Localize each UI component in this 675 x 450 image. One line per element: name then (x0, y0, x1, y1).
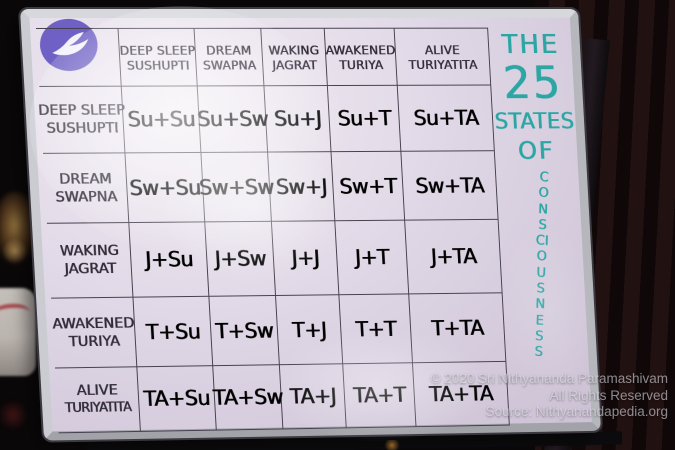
row-header-turiyatita: ALIVE TURIYATITA (55, 367, 141, 434)
whiteboard-frame: DEEP SLEEP SUSHUPTI DREAM SWAPNA WAKING … (17, 6, 603, 444)
row-label: ALIVE (76, 382, 118, 400)
header-label: TURIYATITA (408, 56, 478, 72)
column-header-turiya: AWAKENED TURIYA (324, 28, 398, 87)
row-label: DREAM (58, 170, 112, 188)
table-cell: Su+J (264, 86, 332, 153)
title-line: 25 (501, 56, 563, 109)
header-label: AWAKENED (324, 41, 396, 57)
table-cell: TA+J (279, 364, 347, 430)
whiteboard: DEEP SLEEP SUSHUPTI DREAM SWAPNA WAKING … (17, 6, 603, 444)
table-cell: Sw+Sw (198, 152, 274, 223)
column-header-sushupti: DEEP SLEEP SUSHUPTI (118, 28, 198, 87)
table-cell: Su+T (327, 85, 402, 153)
floor-light-glint (383, 440, 401, 450)
board-title: THE 25 STATES OF CONSCIOUSNESS (484, 30, 592, 362)
vertical-consciousness-text: CONSCIOUSNESS (533, 169, 549, 361)
header-label: DREAM (205, 42, 252, 58)
table-cell: TA+Sw (212, 365, 284, 431)
column-header-swapna: DREAM SWAPNA (194, 28, 265, 87)
watermark-line: Source: Nithyanandapedia.org (485, 404, 668, 419)
header-label: JAGRAT (271, 56, 318, 72)
table-cell: Su+TA (397, 85, 495, 152)
table-cell: Sw+Su (125, 152, 206, 224)
table-cell: T+Su (133, 296, 214, 368)
header-label: SWAPNA (202, 57, 257, 73)
background-cup (0, 288, 36, 376)
header-label: TURIYA (338, 56, 384, 72)
table-cell: T+T (339, 294, 413, 365)
row-label: TURIYA (68, 333, 121, 350)
header-label: SUSHUPTI (126, 57, 190, 73)
row-header-jagrat: WAKING JAGRAT (46, 223, 134, 299)
table-cell: J+T (335, 220, 410, 296)
row-header-turiya: AWAKENED TURIYA (51, 297, 138, 369)
row-header-sushupti: DEEP SLEEP SUSHUPTI (37, 86, 126, 154)
table-cell: J+TA (405, 219, 503, 295)
watermark-line: All Rights Reserved (549, 387, 668, 403)
background-red-glint (0, 398, 26, 432)
table-cell: Su+Sw (196, 86, 268, 153)
copyright-watermark: © 2020 Sri Nithyananda Paramashivam All … (431, 371, 668, 421)
table-cell: Sw+TA (401, 151, 499, 221)
table-cell: J+J (271, 221, 340, 296)
table-cell: Sw+T (331, 151, 406, 222)
column-header-jagrat: WAKING JAGRAT (261, 28, 328, 87)
row-label: SUSHUPTI (45, 120, 119, 137)
row-label: AWAKENED (51, 315, 135, 333)
header-label: WAKING (267, 42, 320, 58)
row-label: SWAPNA (54, 188, 118, 206)
header-label: DEEP SLEEP (119, 42, 196, 58)
column-header-turiyatita: ALIVE TURIYATITA (394, 28, 492, 86)
table-cell: Su+Su (121, 86, 202, 154)
table-cell: TA+T (343, 363, 417, 429)
watermark-line: © 2020 Sri Nithyananda Paramashivam (430, 371, 668, 386)
table-cell: J+Sw (205, 221, 277, 297)
row-label: WAKING (59, 243, 120, 260)
title-line: THE (500, 29, 560, 60)
table-cell: TA+Su (137, 366, 217, 432)
table-cell: T+J (276, 295, 344, 366)
table-cell: T+Sw (209, 295, 280, 367)
header-label: ALIVE (424, 41, 461, 57)
background-light-bokeh-small (2, 238, 28, 264)
title-line: OF (517, 136, 555, 165)
table-corner-cell (36, 28, 122, 87)
whiteboard-surface: DEEP SLEEP SUSHUPTI DREAM SWAPNA WAKING … (22, 6, 599, 444)
row-label: DEEP SLEEP (37, 102, 126, 119)
table-cell: Sw+J (268, 152, 336, 222)
row-header-swapna: DREAM SWAPNA (43, 153, 130, 224)
table-cell: J+Su (129, 222, 210, 298)
row-label: TURIYATITA (64, 400, 132, 417)
row-label: JAGRAT (63, 261, 117, 278)
title-line: STATES (493, 109, 575, 135)
table-cell: T+TA (409, 293, 507, 364)
